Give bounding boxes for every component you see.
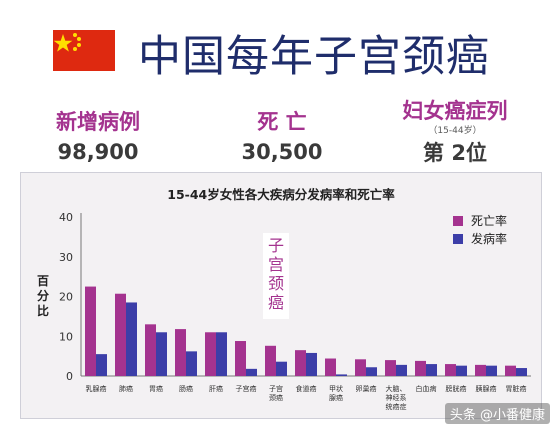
flag-big-star — [53, 34, 73, 52]
bar-death — [475, 364, 486, 376]
bar-incidence — [126, 302, 137, 376]
y-axis-label: 分 — [37, 288, 49, 303]
bar-incidence — [306, 352, 317, 376]
bar-incidence — [516, 368, 527, 376]
y-axis-label: 比 — [37, 303, 49, 318]
bar-death — [115, 293, 126, 376]
stat-new-cases-value: 98,900 — [57, 140, 139, 164]
annotation-text: 子 — [268, 236, 284, 255]
x-tick-label: 肺癌 — [119, 384, 133, 393]
bar-death — [145, 324, 156, 376]
china-flag-icon — [53, 30, 115, 71]
bar-death — [325, 358, 336, 376]
bar-incidence — [456, 365, 467, 376]
stat-deaths-label: 死 亡 — [257, 110, 307, 134]
annotation-text: 癌 — [268, 293, 284, 312]
bar-death — [175, 329, 186, 376]
bar-incidence — [426, 364, 437, 376]
bar-incidence — [336, 374, 347, 376]
bar-incidence — [186, 351, 197, 376]
x-tick-label: 胃脏癌 — [506, 384, 527, 393]
bar-death — [265, 345, 276, 376]
flag-small-star — [73, 33, 77, 37]
flag-small-star — [77, 37, 81, 41]
y-tick-label: 40 — [59, 211, 73, 224]
bar-death — [235, 341, 246, 376]
legend-swatch — [453, 234, 463, 244]
annotation-text: 宫 — [268, 255, 284, 274]
bar-incidence — [366, 367, 377, 376]
bar-incidence — [216, 332, 227, 376]
annotation-text: 颈 — [268, 274, 284, 293]
x-tick-label: 胃癌 — [149, 384, 163, 393]
bar-incidence — [96, 354, 107, 376]
bar-death — [385, 360, 396, 376]
stat-rank-value: 第 2位 — [423, 141, 487, 165]
legend-label: 发病率 — [471, 231, 507, 246]
flag-small-star — [73, 47, 77, 51]
x-tick-label: 子宫癌 — [236, 384, 257, 393]
bar-incidence — [246, 368, 257, 376]
bar-incidence — [276, 361, 287, 376]
x-tick-label: 食道癌 — [296, 384, 317, 393]
bar-incidence — [486, 365, 497, 376]
bar-death — [205, 332, 216, 376]
x-tick-label: 甲状腺癌 — [329, 384, 343, 402]
stat-deaths-value: 30,500 — [241, 140, 323, 164]
stat-rank: 妇女癌症列 （15-44岁） 第 2位 — [380, 95, 530, 167]
bar-incidence — [156, 332, 167, 376]
bar-death — [445, 364, 456, 376]
bar-chart: 15-44岁女性各大疾病分发病率和死亡率百分比010203040子宫颈癌乳腺癌肺… — [37, 187, 531, 411]
chart-panel: 15-44岁女性各大疾病分发病率和死亡率百分比 0 10 20 30 40 子宫颈癌乳腺癌肺… — [20, 172, 542, 419]
x-tick-label: 大脑、神经系统癌症 — [386, 384, 407, 411]
watermark: 头条 @小番健康 — [444, 403, 550, 424]
stat-new-cases: 新增病例 98,900 — [33, 106, 163, 164]
bar-death — [295, 350, 306, 376]
chart-title: 15-44岁女性各大疾病分发病率和死亡率 — [167, 187, 395, 202]
x-tick-label: 肠癌 — [179, 384, 193, 393]
stat-deaths: 死 亡 30,500 — [212, 106, 352, 164]
y-tick-label: 30 — [59, 251, 73, 264]
bar-death — [355, 359, 366, 376]
bar-death — [415, 360, 426, 376]
y-tick-label: 0 — [66, 370, 73, 383]
x-tick-label: 白血病 — [416, 384, 437, 393]
y-tick-label: 20 — [59, 291, 73, 304]
x-tick-label: 乳腺癌 — [86, 384, 107, 393]
x-tick-label: 子宫颈癌 — [269, 384, 283, 402]
page-title: 中国每年子宫颈癌 — [138, 32, 490, 82]
x-tick-label: 膀胱癌 — [446, 384, 467, 393]
bar-death — [85, 286, 96, 376]
stat-rank-label: 妇女癌症列 — [402, 99, 508, 123]
legend-label: 死亡率 — [471, 213, 507, 228]
y-axis-label: 百 — [37, 274, 49, 288]
bar-incidence — [396, 364, 407, 376]
x-tick-label: 肝癌 — [209, 384, 223, 393]
flag-small-star — [77, 43, 81, 47]
legend-swatch — [453, 216, 463, 226]
x-tick-label: 胰腺癌 — [476, 384, 497, 393]
x-tick-label: 卵巢癌 — [356, 384, 377, 393]
stat-new-cases-label: 新增病例 — [56, 110, 140, 134]
annotation-band — [263, 233, 289, 319]
bar-death — [505, 365, 516, 376]
y-tick-label: 10 — [59, 330, 73, 343]
stat-rank-sub: （15-44岁） — [428, 126, 482, 136]
